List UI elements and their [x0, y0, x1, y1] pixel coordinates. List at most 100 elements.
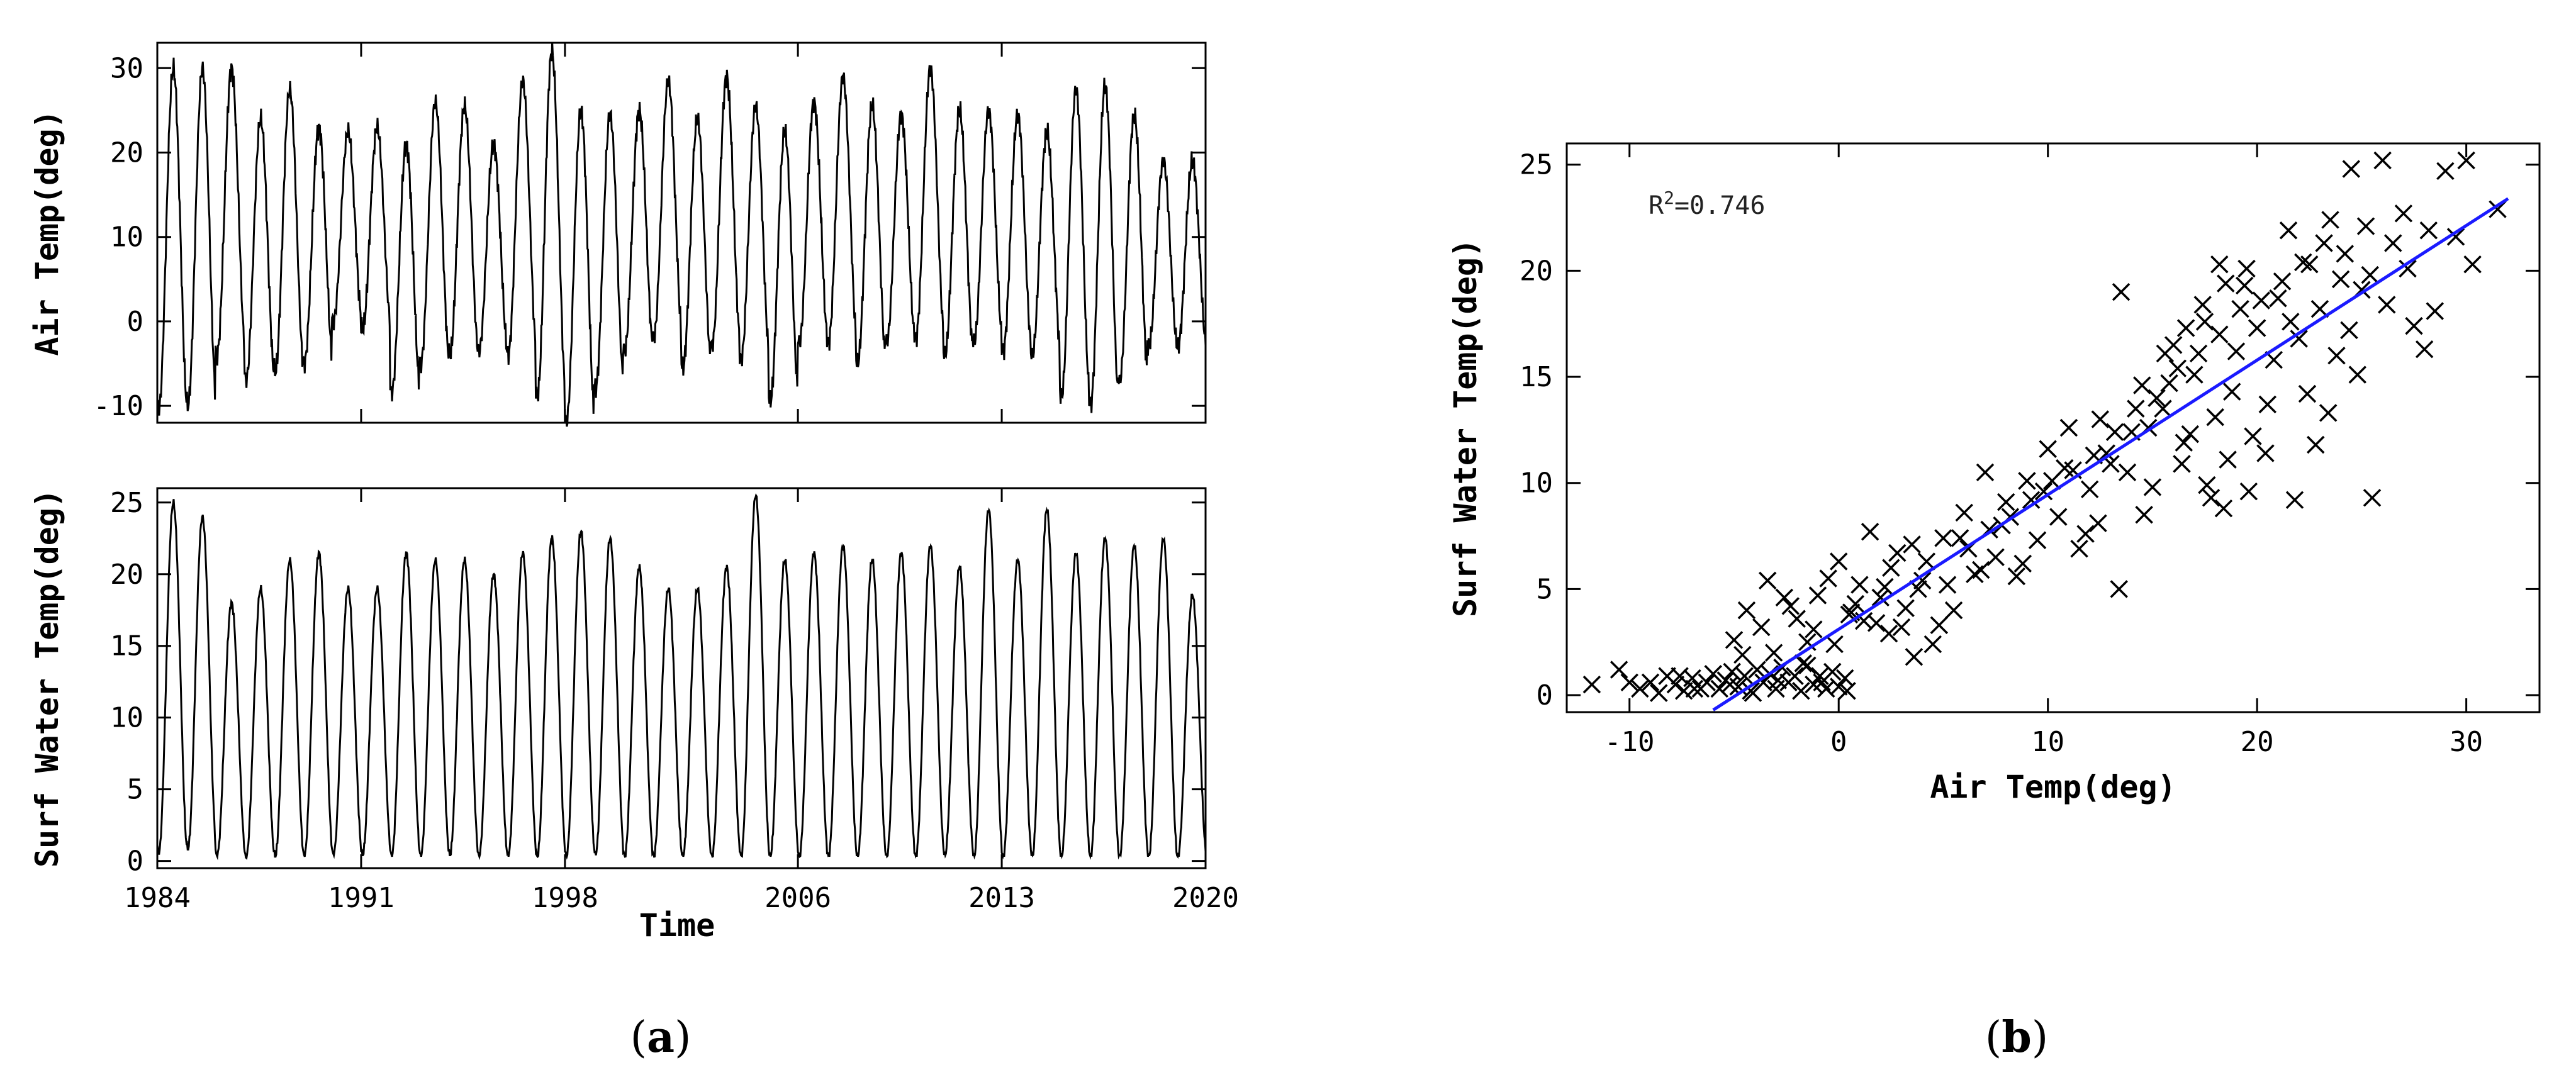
- scatter-point: [1794, 654, 1812, 672]
- scatter-point: [1986, 548, 2005, 566]
- y-tick-label: 25: [110, 487, 143, 519]
- scatter-point: [2415, 340, 2434, 359]
- scatter-point: [2298, 384, 2317, 403]
- scatter-point: [2269, 289, 2287, 308]
- y-tick-label: 25: [1520, 149, 1553, 181]
- scatter-point: [1698, 673, 1716, 692]
- y-tick-label: 0: [1537, 679, 1554, 711]
- scatter-point: [2118, 463, 2137, 482]
- scatter-point: [2227, 342, 2246, 360]
- scatter-point: [2321, 211, 2339, 229]
- scatter-point: [1650, 684, 1668, 702]
- scatter-point: [1871, 588, 1890, 607]
- scatter-point: [2361, 265, 2379, 284]
- scatter-point: [1846, 594, 1865, 613]
- x-axis-title: Time: [639, 907, 715, 944]
- scatter-point: [1582, 675, 1601, 694]
- scatter-point: [2373, 151, 2392, 170]
- scatter-point: [2214, 499, 2233, 518]
- scatter-point: [1876, 578, 1894, 596]
- scatter-point: [1808, 586, 1827, 605]
- scatter-point: [1610, 661, 1628, 679]
- chart-marks: 0 5 10 15 20 25 -10 0 10 20 30: [1520, 143, 2540, 758]
- y-tick-label: 0: [127, 306, 144, 338]
- series-line: [156, 42, 1207, 427]
- plot-frame: [1565, 142, 2541, 713]
- scatter-point: [2189, 344, 2208, 363]
- scatter-point: [2091, 410, 2110, 428]
- scatter-point: [1944, 601, 1963, 620]
- scatter-point: [2175, 433, 2193, 452]
- scatter-point: [2436, 162, 2455, 181]
- r-squared-prefix: R: [1649, 191, 1664, 220]
- scatter-point: [2300, 255, 2319, 274]
- scatter-point: [1861, 523, 1879, 541]
- y-tick-label: 0: [127, 845, 144, 878]
- scatter-point: [2013, 554, 2032, 573]
- scatter-point: [1913, 571, 1932, 590]
- y-tick-label: 5: [127, 774, 144, 806]
- scatter-point: [2219, 450, 2237, 469]
- scatter-point: [2193, 296, 2212, 314]
- scatter-point: [2034, 482, 2053, 501]
- scatter-point: [2273, 272, 2292, 291]
- scatter-point: [1905, 648, 1924, 666]
- r-squared-value: =0.746: [1674, 191, 1766, 220]
- scatter-point: [1819, 569, 1837, 588]
- scatter-point: [1710, 679, 1728, 698]
- scatter-point: [1631, 679, 1649, 698]
- scatter-point: [1811, 667, 1829, 685]
- scatter-point: [1737, 601, 1756, 620]
- scatter-point: [1996, 493, 2015, 511]
- scatter-point: [1769, 671, 1788, 689]
- scatter-point: [2210, 325, 2229, 343]
- y-tick-label: 20: [110, 559, 143, 591]
- y-tick-label: 20: [1520, 255, 1553, 287]
- scatter-point: [1930, 616, 1949, 634]
- scatter-point: [1721, 675, 1739, 694]
- y-tick-label: 15: [110, 630, 143, 662]
- scatter-point: [1748, 661, 1766, 679]
- scatter-point: [2331, 270, 2350, 289]
- scatter-point: [2210, 255, 2229, 274]
- x-tick-label: 30: [2450, 726, 2483, 758]
- scatter-point: [1641, 673, 1660, 692]
- scatter-point: [2022, 491, 2041, 509]
- y-axis-title: Surf Water Temp(deg): [1447, 238, 1484, 617]
- scatter-point: [2327, 347, 2346, 365]
- scatter-point: [1851, 576, 1869, 594]
- scatter-point: [2290, 330, 2308, 348]
- scatter-point: [2315, 234, 2333, 252]
- scatter-point: [1781, 597, 1800, 615]
- scatter-point: [2181, 425, 2200, 444]
- air-temp-time-series-chart: -10 0 10 20 30 Air Temp(deg): [29, 42, 1207, 427]
- scatter-point: [1938, 576, 1957, 594]
- scatter-point: [1725, 631, 1744, 649]
- scatter-point: [2148, 389, 2166, 408]
- series-line: [156, 493, 1207, 861]
- x-tick-label: 2013: [968, 882, 1035, 914]
- scatter-point: [2231, 299, 2249, 318]
- scatter-point: [1775, 588, 1794, 607]
- x-axis-title: Air Temp(deg): [1930, 769, 2176, 805]
- scatter-point: [1798, 656, 1817, 675]
- scatter-point: [1805, 620, 1823, 639]
- scatter-point: [1704, 665, 1722, 683]
- scatter-point: [2160, 374, 2178, 393]
- scatter-point: [1879, 624, 1898, 643]
- scatter-point: [2049, 508, 2068, 526]
- scatter-point: [2356, 217, 2375, 235]
- panel-label-a-open: (: [630, 1013, 647, 1063]
- y-tick-label: 20: [110, 137, 143, 169]
- scatter-point: [2282, 313, 2300, 331]
- scatter-point: [1976, 463, 1995, 482]
- scatter-point: [1882, 559, 1900, 577]
- scatter-point: [1671, 667, 1689, 685]
- scatter-point: [2206, 408, 2224, 427]
- scatter-point: [2279, 221, 2298, 240]
- scatter-point: [1752, 618, 1771, 637]
- scatter-point: [2173, 455, 2191, 473]
- y-axis-title: Surf Water Temp(deg): [29, 489, 65, 868]
- x-tick-label: 20: [2241, 726, 2274, 758]
